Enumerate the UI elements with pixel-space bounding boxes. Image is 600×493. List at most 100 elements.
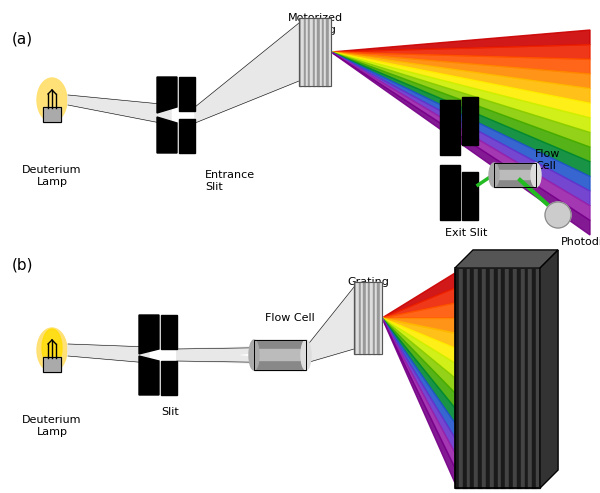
Bar xyxy=(310,18,313,86)
Bar xyxy=(494,170,536,178)
Polygon shape xyxy=(382,318,455,408)
Bar xyxy=(354,282,382,354)
Bar xyxy=(299,18,331,86)
Bar xyxy=(478,268,482,488)
Polygon shape xyxy=(331,52,590,162)
Bar xyxy=(304,18,306,86)
Bar xyxy=(475,268,478,488)
Polygon shape xyxy=(455,250,558,268)
Bar xyxy=(299,18,301,86)
Ellipse shape xyxy=(301,340,311,370)
Bar xyxy=(494,163,536,187)
Bar xyxy=(440,100,460,155)
Polygon shape xyxy=(382,318,455,378)
Polygon shape xyxy=(331,52,590,147)
Bar xyxy=(368,282,370,354)
Polygon shape xyxy=(331,52,590,176)
Text: Grating: Grating xyxy=(347,277,389,287)
Bar xyxy=(361,282,364,354)
Bar xyxy=(365,282,368,354)
Bar xyxy=(43,107,61,122)
Polygon shape xyxy=(331,52,590,89)
Text: (a): (a) xyxy=(12,32,33,47)
Polygon shape xyxy=(331,30,590,52)
Text: Exit Slit: Exit Slit xyxy=(445,228,487,238)
Bar xyxy=(380,282,382,354)
Text: (b): (b) xyxy=(12,258,34,273)
Bar xyxy=(459,268,463,488)
Polygon shape xyxy=(331,52,590,118)
Bar xyxy=(373,282,375,354)
Bar xyxy=(536,268,540,488)
Polygon shape xyxy=(331,52,590,74)
Polygon shape xyxy=(68,95,171,125)
Bar xyxy=(462,97,478,145)
Bar xyxy=(254,340,306,370)
Bar xyxy=(326,18,329,86)
Bar xyxy=(486,268,490,488)
Polygon shape xyxy=(382,288,455,318)
Polygon shape xyxy=(331,52,590,235)
Bar xyxy=(521,268,524,488)
Polygon shape xyxy=(179,77,195,111)
Bar xyxy=(532,268,536,488)
Polygon shape xyxy=(382,318,455,348)
Polygon shape xyxy=(161,361,177,395)
Bar xyxy=(497,268,502,488)
Polygon shape xyxy=(157,117,177,153)
Polygon shape xyxy=(382,318,455,468)
Bar xyxy=(524,268,529,488)
Bar xyxy=(254,349,306,359)
Text: Flow
Cell: Flow Cell xyxy=(535,149,560,171)
Text: Flow Cell: Flow Cell xyxy=(265,313,315,323)
Bar xyxy=(377,282,380,354)
Bar xyxy=(529,268,532,488)
Bar xyxy=(317,18,320,86)
Bar xyxy=(313,18,315,86)
Bar xyxy=(364,282,365,354)
Polygon shape xyxy=(179,119,195,153)
Polygon shape xyxy=(382,318,455,453)
Bar xyxy=(455,268,459,488)
Bar xyxy=(517,268,521,488)
Bar xyxy=(455,268,540,488)
Polygon shape xyxy=(331,45,590,59)
Polygon shape xyxy=(331,52,590,191)
Polygon shape xyxy=(382,318,455,483)
Polygon shape xyxy=(540,250,558,488)
Polygon shape xyxy=(331,52,590,103)
Bar xyxy=(320,18,322,86)
Polygon shape xyxy=(382,273,455,318)
Bar xyxy=(494,163,536,187)
Text: Slit: Slit xyxy=(161,407,179,417)
Bar xyxy=(467,268,470,488)
Circle shape xyxy=(545,202,571,228)
Ellipse shape xyxy=(249,340,259,370)
Bar xyxy=(315,18,317,86)
Bar xyxy=(505,268,509,488)
Bar xyxy=(329,18,331,86)
Bar xyxy=(308,18,310,86)
Bar xyxy=(354,282,356,354)
Bar xyxy=(324,18,326,86)
Text: Deuterium
Lamp: Deuterium Lamp xyxy=(22,415,82,437)
Polygon shape xyxy=(331,52,590,220)
Bar xyxy=(301,18,304,86)
Bar xyxy=(356,282,359,354)
Polygon shape xyxy=(195,23,299,123)
Bar xyxy=(490,268,494,488)
Bar xyxy=(482,268,486,488)
Bar xyxy=(43,107,61,122)
Text: Photodiode: Photodiode xyxy=(561,237,600,247)
Polygon shape xyxy=(382,318,455,363)
Polygon shape xyxy=(157,77,177,113)
Ellipse shape xyxy=(37,328,67,372)
Polygon shape xyxy=(306,287,354,363)
Bar xyxy=(375,282,377,354)
Bar xyxy=(306,18,308,86)
Ellipse shape xyxy=(37,78,67,122)
Polygon shape xyxy=(139,356,159,395)
Text: Entrance
Slit: Entrance Slit xyxy=(205,170,255,192)
Bar xyxy=(440,165,460,220)
Bar xyxy=(322,18,324,86)
